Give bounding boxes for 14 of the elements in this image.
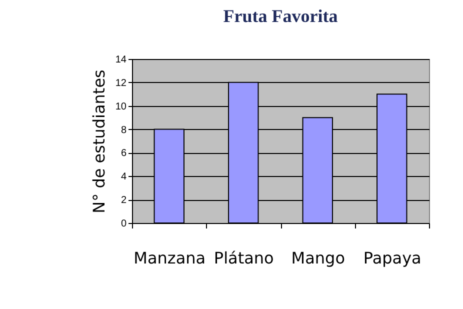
- y-tick-label: 12: [115, 78, 127, 89]
- y-tick-label: 8: [120, 124, 127, 136]
- x-tick-label: Mango: [291, 248, 345, 268]
- y-tick-label: 4: [120, 172, 127, 183]
- y-axis-title: N° de estudiantes: [89, 70, 108, 214]
- y-tick-label: 14: [115, 54, 127, 66]
- x-tick-label: Plátano: [214, 248, 274, 268]
- chart-title: Fruta Favorita: [223, 6, 338, 26]
- x-tick-label: Papaya: [363, 248, 422, 268]
- y-tick-label: 2: [120, 195, 127, 206]
- x-tick-label: Manzana: [134, 248, 206, 268]
- y-tick-label: 6: [120, 148, 127, 160]
- y-tick-label: 10: [115, 101, 127, 112]
- y-tick-label: 0: [120, 218, 127, 230]
